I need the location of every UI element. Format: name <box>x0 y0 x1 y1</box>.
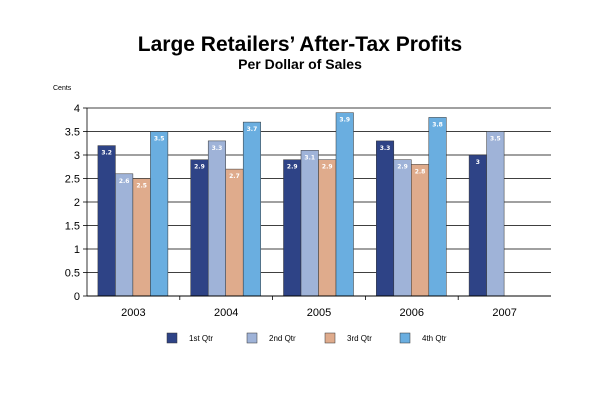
bar <box>335 112 354 297</box>
bar <box>376 140 395 297</box>
bar-data-label: 3.3 <box>212 145 223 152</box>
x-tick-label: 2005 <box>307 307 331 319</box>
bar <box>300 150 319 297</box>
bar <box>411 164 430 297</box>
y-tick-label: 2 <box>74 197 80 209</box>
legend-layer: 1st Qtr 2nd Qtr 3rd Qtr 4th Qtr <box>166 332 447 344</box>
bar-data-label: 3.1 <box>304 154 315 161</box>
bar-data-label: 2.9 <box>287 164 298 171</box>
bar-data-label: 3.3 <box>380 145 391 152</box>
bar <box>428 117 447 297</box>
y-axis-label: Cents <box>53 85 72 92</box>
bar-data-label: 3.8 <box>432 121 443 128</box>
bar-data-label: 3 <box>476 159 480 166</box>
bar-data-label: 2.5 <box>136 183 147 190</box>
legend-label: 2nd Qtr <box>269 334 296 343</box>
bar-data-label: 2.9 <box>322 164 333 171</box>
y-tick-label: 3.5 <box>65 127 80 139</box>
bar <box>318 159 337 297</box>
bar <box>468 154 487 297</box>
bar <box>207 140 226 297</box>
bar <box>486 131 505 297</box>
axis-layer: 0 0.5 1 1.5 2 2.5 3 3.5 4 Cents 2003 2004 2005 2006 20… <box>53 85 551 319</box>
x-tick-label: 2007 <box>492 307 516 319</box>
y-tick-label: 1 <box>74 244 80 256</box>
legend-swatch <box>246 332 258 344</box>
y-tick-label: 0 <box>74 291 80 303</box>
bar <box>393 159 412 297</box>
bar <box>190 159 209 297</box>
bar <box>150 131 169 297</box>
bar <box>97 145 116 297</box>
bar <box>132 178 151 297</box>
bar-data-label: 2.6 <box>119 178 130 185</box>
y-tick-label: 3 <box>74 150 80 162</box>
bar-data-label: 2.9 <box>397 164 408 171</box>
legend-swatch <box>399 332 411 344</box>
chart-subtitle: Per Dollar of Sales <box>238 56 362 72</box>
bar <box>115 173 134 297</box>
legend-label: 3rd Qtr <box>347 334 372 343</box>
bar <box>242 121 261 297</box>
y-tick-label: 4 <box>74 103 80 115</box>
bar-data-label: 3.5 <box>154 136 165 143</box>
bar-data-label: 3.9 <box>339 117 350 124</box>
x-tick-label: 2004 <box>214 307 238 319</box>
x-tick-label: 2003 <box>121 307 145 319</box>
bar <box>283 159 302 297</box>
y-tick-label: 1.5 <box>65 221 80 233</box>
legend-swatch <box>324 332 336 344</box>
legend-label: 4th Qtr <box>422 334 447 343</box>
bars-layer: 3.2 2.6 2.5 3.5 2.9 3.3 2.7 3.7 2.9 3.1 2.9 3.9 3.3 2… <box>97 112 505 297</box>
legend-swatch <box>166 332 178 344</box>
y-tick-label: 0.5 <box>65 268 80 280</box>
legend-label: 1st Qtr <box>189 334 213 343</box>
bar-data-label: 2.8 <box>415 168 426 175</box>
bar <box>225 168 244 297</box>
bar-data-label: 3.5 <box>490 136 501 143</box>
x-tick-label: 2006 <box>400 307 424 319</box>
chart-title: Large Retailers’ After-Tax Profits <box>137 33 463 56</box>
y-tick-label: 2.5 <box>65 174 80 186</box>
bar-data-label: 2.7 <box>229 173 240 180</box>
bar-data-label: 2.9 <box>194 164 205 171</box>
bar-data-label: 3.7 <box>247 126 258 133</box>
bar-data-label: 3.2 <box>101 150 112 157</box>
